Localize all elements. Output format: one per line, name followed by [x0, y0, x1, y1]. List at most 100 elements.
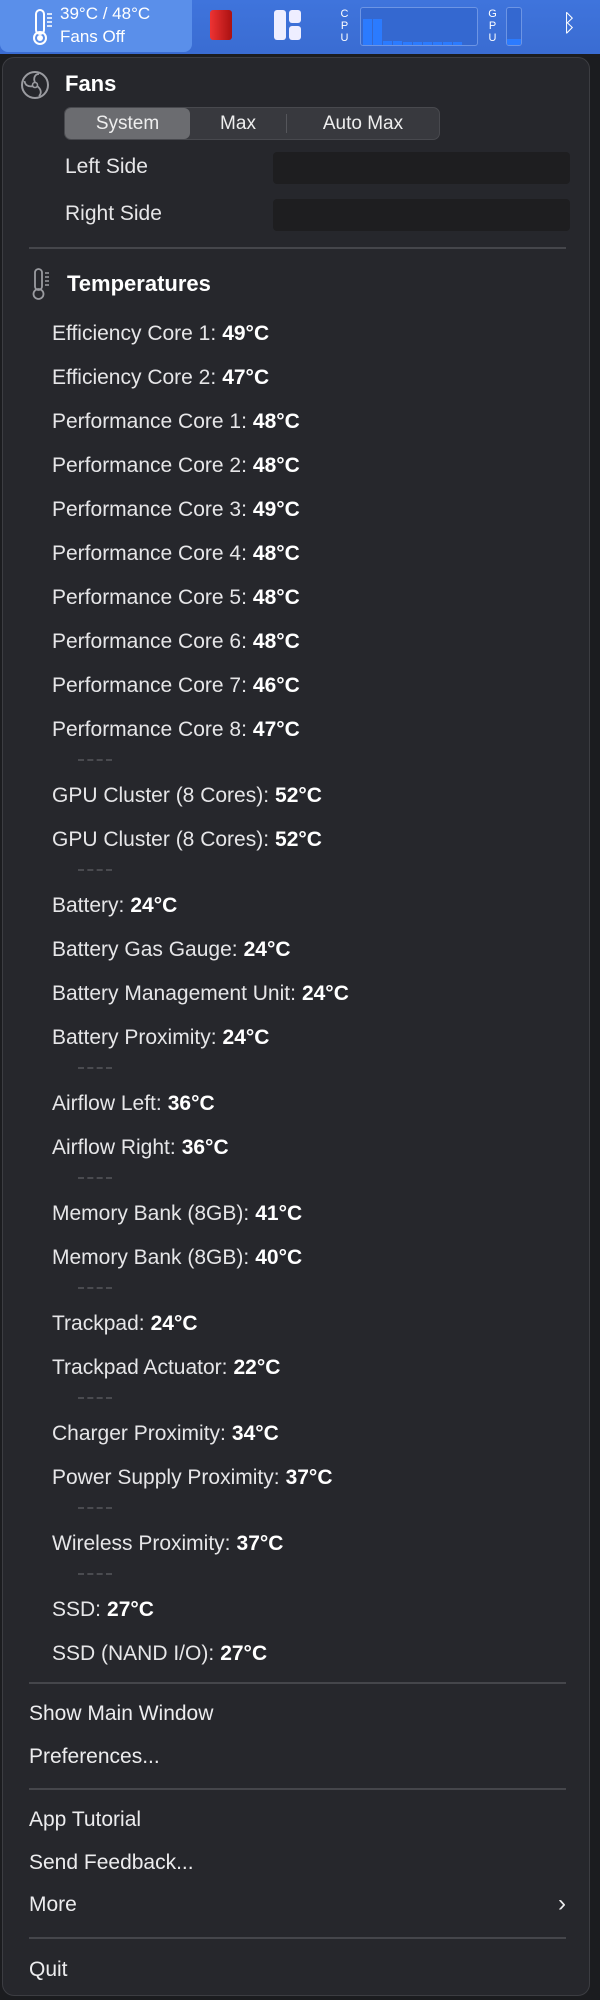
- sensor-value: 48°C: [252, 630, 300, 653]
- app-tutorial-item[interactable]: App Tutorial: [29, 1808, 142, 1831]
- temperature-row: Battery Management Unit: 24°C: [52, 972, 349, 1016]
- sensor-value: 24°C: [150, 1312, 198, 1335]
- quit-item[interactable]: Quit: [29, 1958, 68, 1981]
- group-separator: [52, 1566, 349, 1588]
- temperature-row: Performance Core 7: 46°C: [52, 664, 349, 708]
- temperature-row: Performance Core 8: 47°C: [52, 708, 349, 752]
- temperature-row: GPU Cluster (8 Cores): 52°C: [52, 818, 349, 862]
- temperature-row: Trackpad Actuator: 22°C: [52, 1346, 349, 1390]
- sensor-value: 47°C: [222, 366, 270, 389]
- preferences-item[interactable]: Preferences...: [29, 1745, 160, 1768]
- sensor-name: Performance Core 4:: [52, 542, 247, 565]
- sensor-value: 27°C: [220, 1642, 268, 1665]
- mode-max-button[interactable]: Max: [190, 113, 287, 134]
- temperature-row: Performance Core 2: 48°C: [52, 444, 349, 488]
- sensor-value: 48°C: [252, 410, 300, 433]
- fans-title: Fans: [65, 71, 117, 96]
- sensor-value: 24°C: [222, 1026, 270, 1049]
- chevron-right-icon: ›: [558, 1890, 566, 1917]
- temperature-row: Performance Core 6: 48°C: [52, 620, 349, 664]
- temperature-row: Charger Proximity: 34°C: [52, 1412, 349, 1456]
- group-separator: [52, 862, 349, 884]
- red-app-icon[interactable]: [210, 10, 232, 40]
- thermometer-icon: [33, 9, 52, 45]
- temperature-row: Efficiency Core 2: 47°C: [52, 356, 349, 400]
- cpu-load-bar: [363, 19, 372, 45]
- bluetooth-icon[interactable]: ᛒ: [562, 10, 577, 37]
- gpu-label: GPU: [488, 8, 497, 44]
- sensor-name: Airflow Left:: [52, 1092, 162, 1115]
- cpu-load-bar: [443, 42, 452, 45]
- layout-icon[interactable]: [274, 10, 301, 40]
- sensor-value: 49°C: [252, 498, 300, 521]
- sensor-value: 36°C: [181, 1136, 229, 1159]
- mode-system-button[interactable]: System: [65, 108, 190, 139]
- sensor-value: 49°C: [222, 322, 270, 345]
- sensor-name: Memory Bank (8GB):: [52, 1202, 250, 1225]
- mode-auto-max-button[interactable]: Auto Max: [322, 112, 404, 134]
- fan-icon: [21, 71, 49, 99]
- sensor-value: 24°C: [301, 982, 349, 1005]
- sensor-name: Performance Core 8:: [52, 718, 247, 741]
- sensor-name: Battery Gas Gauge:: [52, 938, 238, 961]
- sensor-value: 48°C: [252, 586, 300, 609]
- sensor-name: Efficiency Core 2:: [52, 366, 217, 389]
- right-side-fan-bar: [273, 199, 570, 231]
- sensor-name: Memory Bank (8GB):: [52, 1246, 250, 1269]
- menu-bar: 39°C / 48°C Fans Off CPU GPU ᛒ: [0, 0, 600, 54]
- temperature-row: Trackpad: 24°C: [52, 1302, 349, 1346]
- temp-readout: 39°C / 48°C: [60, 4, 151, 23]
- divider: [29, 247, 566, 249]
- sensor-value: 36°C: [167, 1092, 215, 1115]
- left-side-fan-bar: [273, 152, 570, 184]
- send-feedback-item[interactable]: Send Feedback...: [29, 1851, 194, 1874]
- group-separator: [52, 1170, 349, 1192]
- group-separator: [52, 1280, 349, 1302]
- cpu-load-bar: [423, 42, 432, 45]
- temperature-row: Performance Core 1: 48°C: [52, 400, 349, 444]
- group-separator: [52, 1060, 349, 1082]
- temperature-row: Airflow Right: 36°C: [52, 1126, 349, 1170]
- cpu-graph[interactable]: [360, 7, 478, 46]
- sensor-name: Battery:: [52, 894, 125, 917]
- group-separator: [52, 1390, 349, 1412]
- sensor-name: Performance Core 1:: [52, 410, 247, 433]
- fan-status: Fans Off: [60, 27, 125, 46]
- sensor-name: GPU Cluster (8 Cores):: [52, 828, 270, 851]
- divider: [29, 1937, 566, 1939]
- gpu-graph[interactable]: [506, 7, 522, 46]
- temperature-row: Performance Core 5: 48°C: [52, 576, 349, 620]
- sensor-name: Performance Core 2:: [52, 454, 247, 477]
- sensor-value: 22°C: [233, 1356, 281, 1379]
- show-main-window-item[interactable]: Show Main Window: [29, 1702, 214, 1725]
- temperature-row: Performance Core 4: 48°C: [52, 532, 349, 576]
- divider: [29, 1682, 566, 1684]
- temperature-list: Efficiency Core 1: 49°C Efficiency Core 2:…: [52, 312, 349, 1676]
- sensor-value: 40°C: [255, 1246, 303, 1269]
- divider: [29, 1788, 566, 1790]
- sensor-value: 24°C: [130, 894, 178, 917]
- temperature-row: Memory Bank (8GB): 40°C: [52, 1236, 349, 1280]
- sensor-name: GPU Cluster (8 Cores):: [52, 784, 270, 807]
- fan-mode-segmented-control: System Max Auto Max: [64, 107, 440, 140]
- more-label: More: [29, 1893, 77, 1916]
- sensor-name: Airflow Right:: [52, 1136, 176, 1159]
- temperature-row: Battery Gas Gauge: 24°C: [52, 928, 349, 972]
- left-side-label: Left Side: [65, 155, 148, 178]
- temperature-row: Performance Core 3: 49°C: [52, 488, 349, 532]
- temperature-row: Battery Proximity: 24°C: [52, 1016, 349, 1060]
- cpu-load-bar: [403, 42, 412, 45]
- cpu-load-bar: [453, 42, 462, 45]
- temperature-row: Airflow Left: 36°C: [52, 1082, 349, 1126]
- sensor-value: 37°C: [285, 1466, 333, 1489]
- sensor-value: 24°C: [243, 938, 291, 961]
- sensor-name: Battery Management Unit:: [52, 982, 296, 1005]
- cpu-load-bar: [373, 19, 382, 45]
- sensor-name: Wireless Proximity:: [52, 1532, 231, 1555]
- cpu-load-bar: [413, 42, 422, 45]
- thermometer-icon: [32, 268, 49, 300]
- temp-status-item[interactable]: 39°C / 48°C Fans Off: [0, 0, 192, 52]
- more-item[interactable]: More ›: [29, 1890, 566, 1917]
- cpu-load-bar: [433, 42, 442, 45]
- sensor-name: Power Supply Proximity:: [52, 1466, 280, 1489]
